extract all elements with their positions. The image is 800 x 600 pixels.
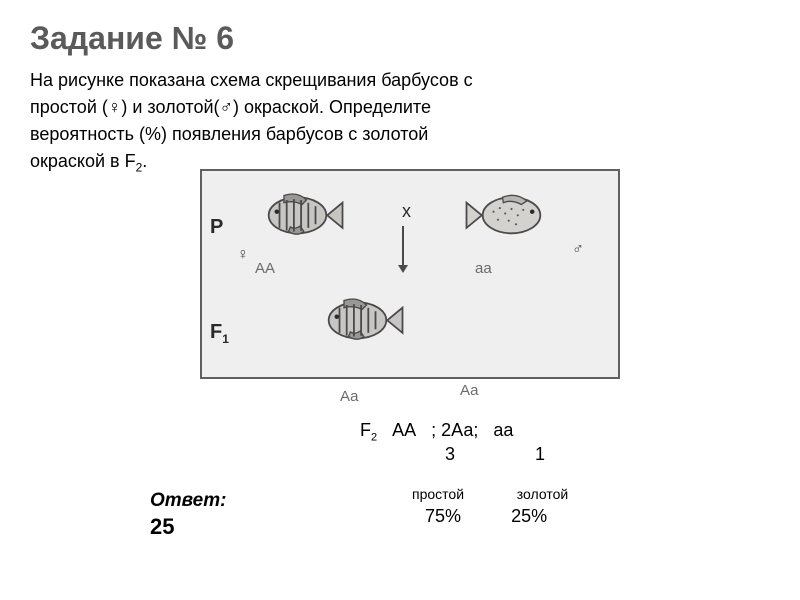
answer-value: 25 xyxy=(150,514,174,540)
f2-genotype-line: F2 АА ; 2Аа; аа xyxy=(360,420,513,444)
f1-sub: 1 xyxy=(222,332,229,346)
problem-text: На рисунке показана схема скрещивания ба… xyxy=(30,67,770,177)
ratio-1: 1 xyxy=(535,444,545,464)
problem-line4a: окраской в F xyxy=(30,151,136,171)
problem-line2: простой (♀) и золотой(♂) окраской. Опред… xyxy=(30,97,431,117)
p-label: P xyxy=(210,216,223,239)
male-symbol: ♂ xyxy=(572,241,584,259)
f2-list: АА ; 2Аа; аа xyxy=(377,420,513,440)
problem-line4b: . xyxy=(142,151,147,171)
parent-male-fish xyxy=(462,186,552,241)
genotype-aa-lower: аа xyxy=(475,260,492,277)
f1-letter: F xyxy=(210,321,222,343)
f1-fish-1 xyxy=(317,291,407,346)
problem-line3: вероятность (%) появления барбусов с зол… xyxy=(30,124,428,144)
percent-line: 75% 25% xyxy=(425,506,547,527)
answer-label: Ответ: xyxy=(150,490,226,512)
phenotype-labels: простой золотой xyxy=(412,486,568,502)
pct-gold: 25% xyxy=(511,506,547,526)
genotype-aa-het1: Аа xyxy=(340,388,359,405)
cross-symbol: х xyxy=(402,201,411,222)
task-title: Задание № 6 xyxy=(30,20,770,57)
arrow-down xyxy=(402,226,404,271)
parent-female-fish xyxy=(257,186,347,241)
pheno-gold: золотой xyxy=(517,486,568,502)
ratio-line: 3 1 xyxy=(445,444,545,465)
female-symbol: ♀ xyxy=(237,246,249,264)
genotype-aa-upper: АА xyxy=(255,260,275,277)
pct-simple: 75% xyxy=(425,506,461,526)
ratio-3: 3 xyxy=(445,444,455,464)
genotype-aa-het2: Аа xyxy=(460,382,479,399)
pheno-simple: простой xyxy=(412,486,464,502)
f2-letter: F xyxy=(360,420,371,440)
f1-label: F1 xyxy=(210,321,229,346)
problem-line1: На рисунке показана схема скрещивания ба… xyxy=(30,70,473,90)
